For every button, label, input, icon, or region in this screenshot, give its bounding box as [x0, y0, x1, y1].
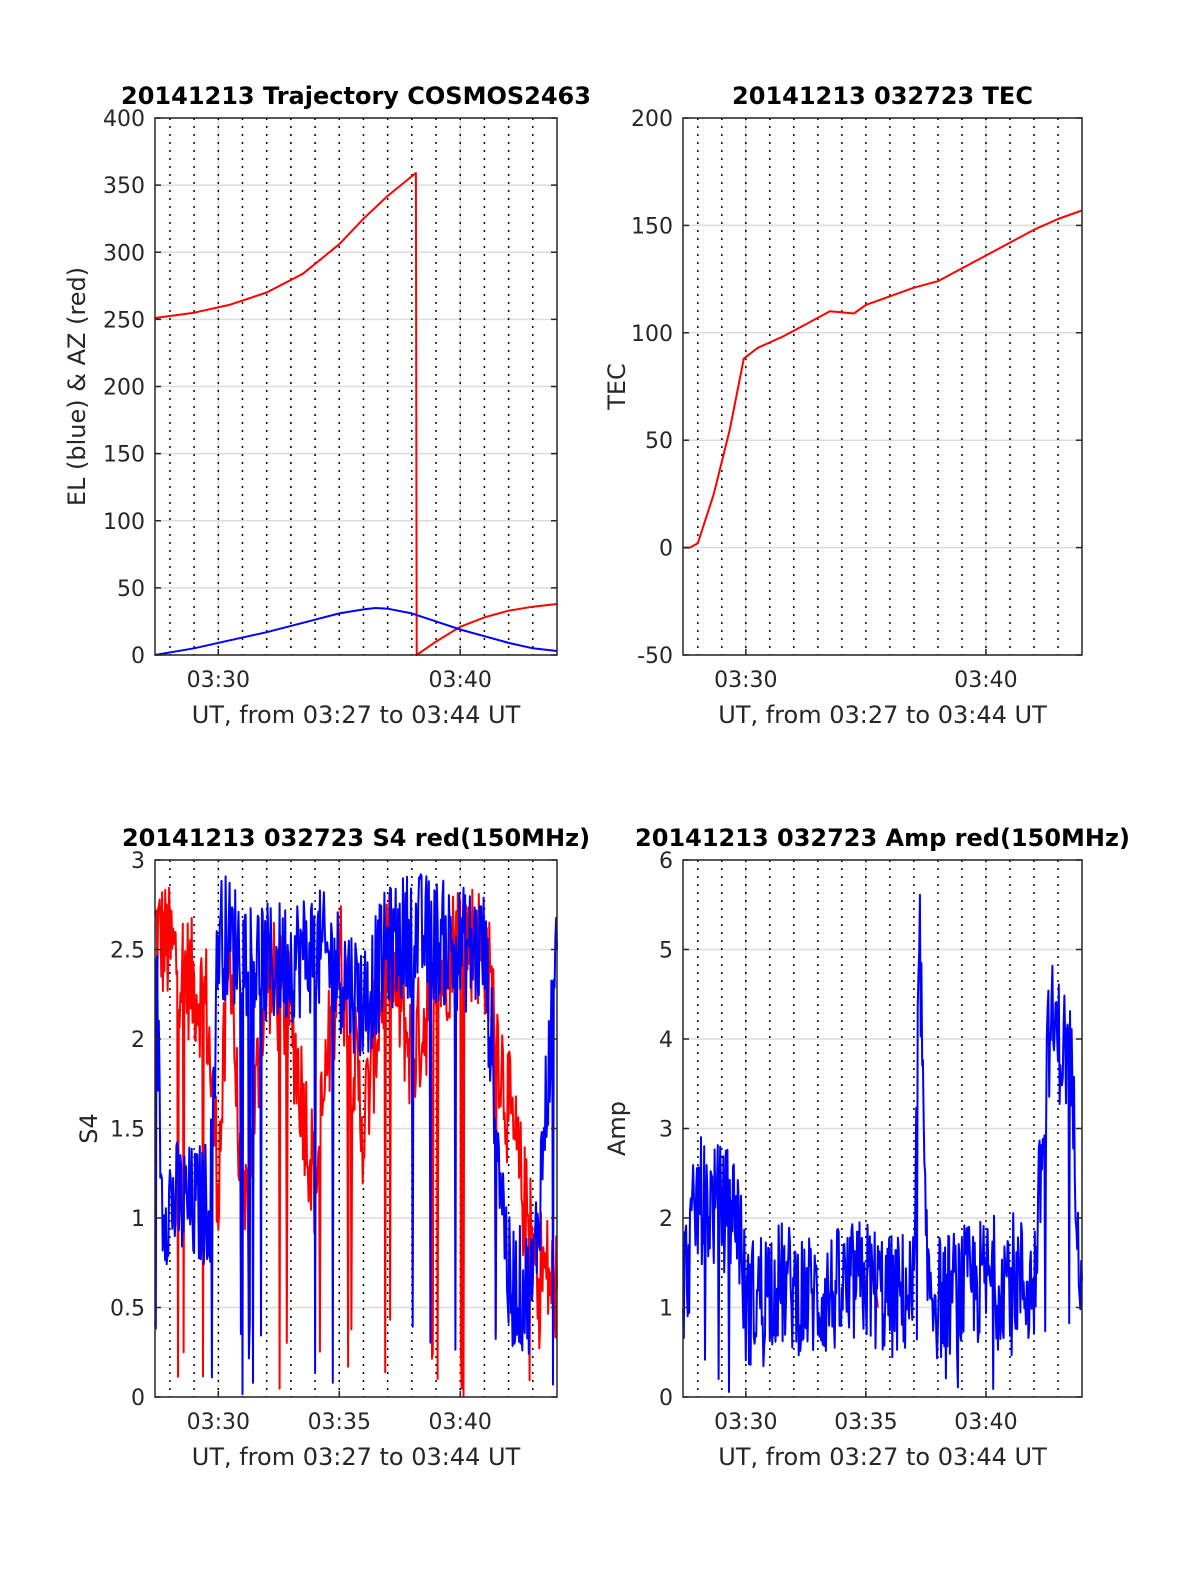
amp-chart: 0 1 2 3 4 5 6 03:30 03:35 03:40 20141213 032723 Am…: [603, 824, 1130, 1471]
y-tick-label: 0.5: [110, 1297, 145, 1322]
trajectory-xlabel: UT, from 03:27 to 03:44 UT: [192, 701, 521, 729]
trajectory-title: 20141213 Trajectory COSMOS2463: [121, 82, 591, 110]
tec-title: 20141213 032723 TEC: [732, 82, 1033, 110]
tec-ylabel: TEC: [603, 363, 631, 411]
amp-ylabel: Amp: [603, 1101, 631, 1156]
tec-chart: -50 0 50 100 150 200 03:30 03:40 20141213 032723…: [603, 82, 1083, 729]
y-tick-label: 200: [103, 376, 145, 401]
y-tick-label: 350: [103, 174, 145, 199]
amp-series-blue-line: [682, 893, 1083, 1393]
y-tick-label: 150: [631, 214, 673, 239]
y-tick-label: 100: [103, 510, 145, 535]
x-tick-label: 03:30: [714, 668, 777, 693]
y-tick-label: 0: [659, 537, 673, 562]
x-tick-label: 03:35: [834, 1410, 897, 1435]
y-tick-label: 1: [659, 1297, 673, 1322]
s4-ylabel: S4: [75, 1113, 103, 1144]
y-tick-label: 400: [103, 107, 145, 132]
y-tick-label: 50: [645, 429, 673, 454]
s4-series-red-line: [154, 886, 558, 1397]
plot-area: [683, 118, 1082, 655]
x-tick-label: 03:30: [187, 668, 250, 693]
trajectory-series-red-line: [154, 172, 558, 656]
y-tick-label: 3: [659, 1118, 673, 1143]
x-tick-label: 03:35: [308, 1410, 371, 1435]
y-tick-label: 50: [117, 577, 145, 602]
y-tick-label: 3: [131, 849, 145, 874]
y-tick-label: 4: [659, 1028, 673, 1053]
y-tick-label: 1.5: [110, 1118, 145, 1143]
y-tick-label: 0: [659, 1386, 673, 1411]
y-tick-label: 6: [659, 849, 673, 874]
x-tick-label: 03:30: [714, 1410, 777, 1435]
x-tick-label: 03:40: [429, 1410, 492, 1435]
s4-title: 20141213 032723 S4 red(150MHz): [122, 824, 590, 852]
y-tick-label: 5: [659, 939, 673, 964]
tec-xlabel: UT, from 03:27 to 03:44 UT: [718, 701, 1047, 729]
y-tick-label: 250: [103, 308, 145, 333]
y-tick-label: 2: [131, 1028, 145, 1053]
y-tick-label: 0: [131, 644, 145, 669]
y-tick-label: 100: [631, 322, 673, 347]
tec-series-red-line: [683, 209, 1083, 549]
x-tick-label: 03:40: [954, 668, 1017, 693]
s4-series-blue-line: [154, 873, 558, 1396]
trajectory-series-blue-line: [154, 607, 558, 656]
y-tick-label: 2: [659, 1207, 673, 1232]
x-tick-label: 03:40: [954, 1410, 1017, 1435]
axes-box: [682, 117, 1083, 656]
trajectory-chart: 0 50 100 150 200 250 300 350 400 03:30 03:40 201412…: [63, 82, 591, 729]
y-tick-label: 0: [131, 1386, 145, 1411]
y-tick-label: -50: [637, 644, 673, 669]
amp-xlabel: UT, from 03:27 to 03:44 UT: [718, 1443, 1047, 1471]
s4-xlabel: UT, from 03:27 to 03:44 UT: [192, 1443, 521, 1471]
y-tick-label: 1: [131, 1207, 145, 1232]
y-tick-label: 2.5: [110, 939, 145, 964]
x-tick-label: 03:30: [187, 1410, 250, 1435]
y-tick-label: 300: [103, 241, 145, 266]
y-tick-label: 150: [103, 443, 145, 468]
trajectory-ylabel: EL (blue) & AZ (red): [63, 267, 91, 506]
y-tick-label: 200: [631, 107, 673, 132]
s4-chart: 0 0.5 1 1.5 2 2.5 3 03:30 03:35 03:40 20141213 032…: [75, 824, 590, 1471]
amp-title: 20141213 032723 Amp red(150MHz): [635, 824, 1130, 852]
x-tick-label: 03:40: [429, 668, 492, 693]
